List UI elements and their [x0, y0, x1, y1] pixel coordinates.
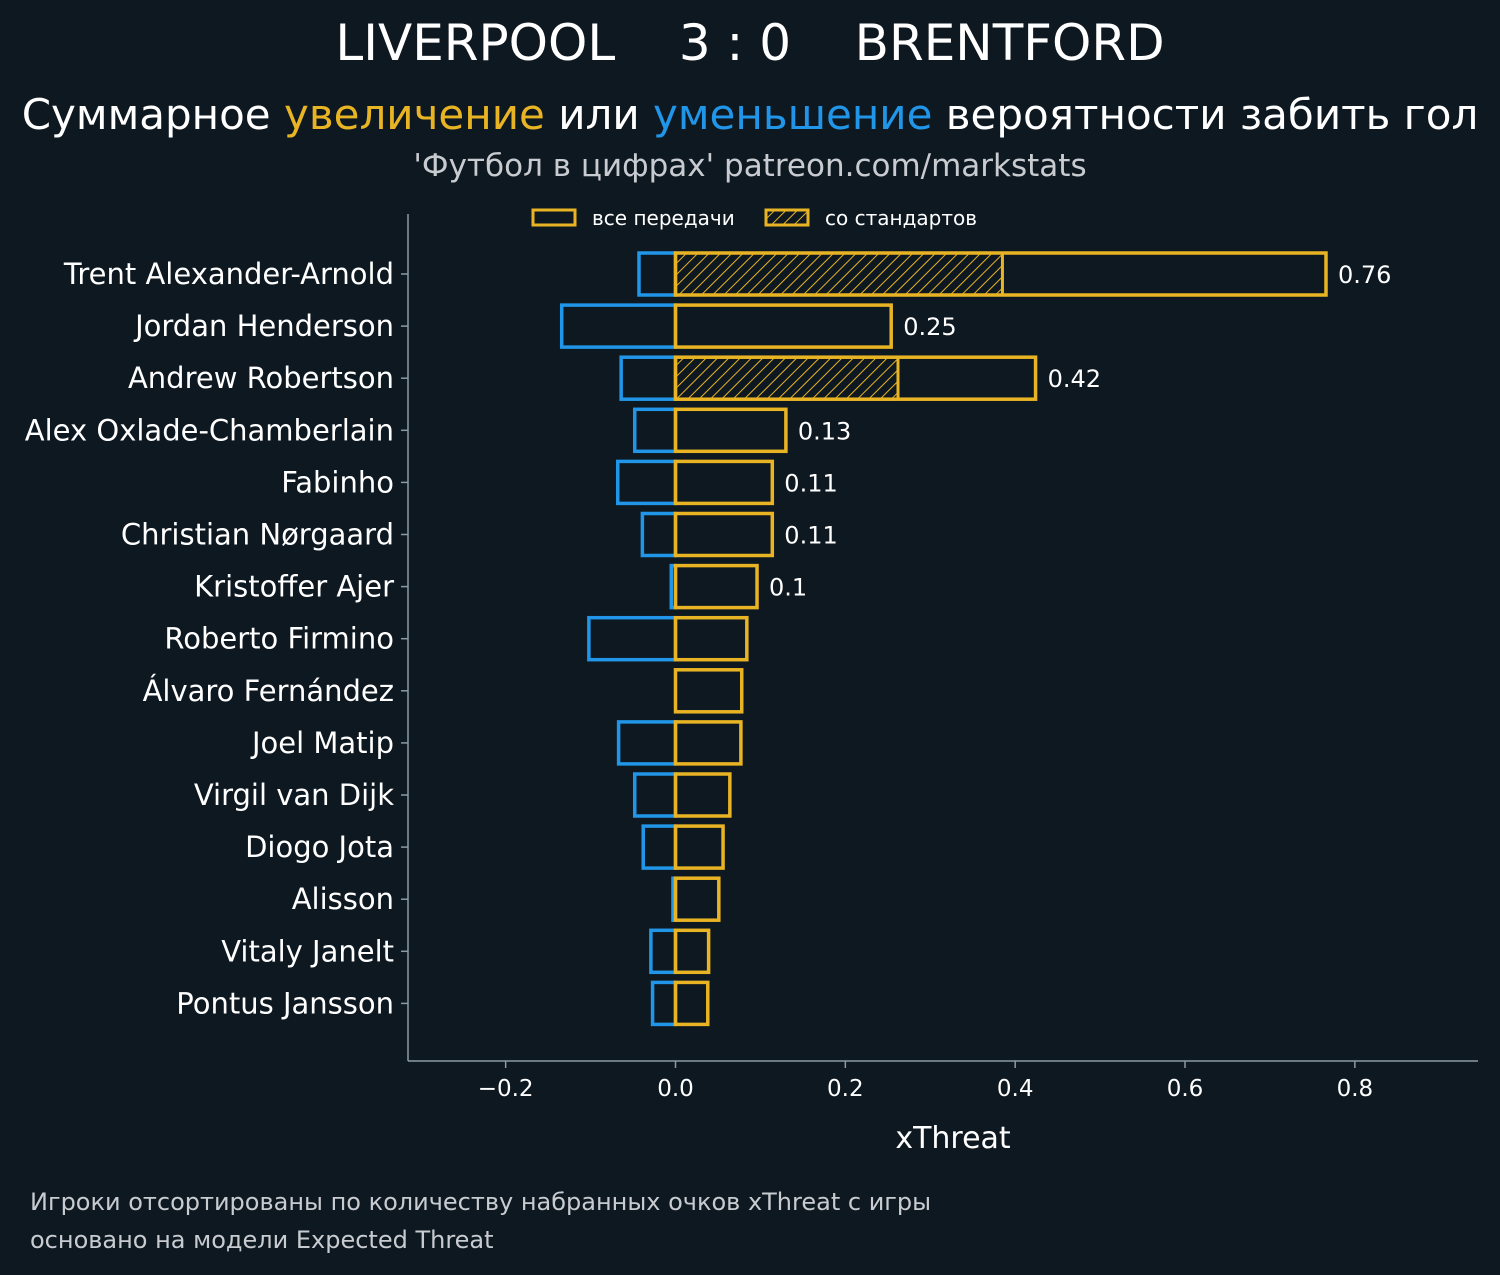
positive-bar	[673, 251, 1328, 297]
source-credit: 'Футбол в цифрах' patreon.com/markstats	[413, 148, 1087, 184]
value-label: 0.11	[784, 469, 837, 497]
negative-bar	[616, 459, 678, 506]
positive-bar	[673, 980, 710, 1027]
positive-bar	[673, 407, 788, 454]
category-label: Diogo Jota	[245, 830, 394, 864]
positive-bar	[673, 668, 744, 714]
footnote-model: основано на модели Expected Threat	[30, 1226, 494, 1254]
positive-bar	[673, 511, 775, 558]
value-label: 0.76	[1338, 261, 1391, 289]
footnote-sorting: Игроки отсортированы по количеству набра…	[30, 1188, 932, 1216]
negative-bar	[640, 511, 678, 558]
category-label: Kristoffer Ajer	[194, 570, 394, 604]
category-label: Alex Oxlade-Chamberlain	[25, 413, 394, 447]
x-axis-label: xThreat	[895, 1121, 1011, 1156]
bars-layer: 0.76 0.25 0.42 0.13 0.11 0.11 0.1	[559, 251, 1391, 1027]
positive-bar	[673, 928, 711, 975]
x-tick-label: 0.2	[827, 1076, 864, 1102]
negative-bar	[632, 772, 678, 818]
category-label: Pontus Jansson	[176, 986, 394, 1020]
positive-bar	[673, 876, 721, 922]
value-label: 0.11	[784, 522, 837, 550]
negative-bar	[559, 303, 678, 349]
positive-bar	[673, 720, 743, 766]
subtitle-part-3: или	[544, 90, 653, 139]
negative-bar	[641, 824, 678, 870]
category-label: Trent Alexander-Arnold	[63, 257, 394, 291]
negative-bar	[650, 980, 678, 1027]
negative-bar	[649, 928, 678, 975]
x-tick-label: 0.4	[997, 1076, 1034, 1102]
legend: все передачи со стандартов	[531, 206, 977, 230]
x-tick-label: −0.2	[478, 1076, 534, 1102]
value-label: 0.13	[798, 417, 851, 445]
negative-bar	[587, 615, 678, 662]
category-label: Andrew Robertson	[128, 361, 394, 395]
negative-bar	[632, 407, 678, 454]
x-tick-label: 0.6	[1167, 1076, 1204, 1102]
positive-bar	[673, 355, 1038, 401]
category-label: Virgil van Dijk	[194, 778, 394, 812]
positive-bar	[673, 303, 893, 349]
category-label: Jordan Henderson	[133, 309, 394, 343]
value-label: 0.1	[769, 574, 807, 602]
positive-bar	[673, 615, 749, 662]
legend-label-all-passes: все передачи	[592, 206, 735, 230]
page-title: LIVERPOOL 3 : 0 BRENTFORD	[335, 14, 1165, 72]
value-label: 0.25	[903, 313, 956, 341]
subtitle-part-1: Суммарное	[21, 90, 284, 139]
setpiece-bar	[674, 355, 900, 401]
axes-layer: Trent Alexander-Arnold Jordan Henderson An…	[25, 214, 1478, 1156]
category-label: Roberto Firmino	[164, 622, 394, 656]
category-label: Fabinho	[281, 465, 394, 499]
subtitle-increase-word: увеличение	[284, 90, 545, 139]
positive-bar	[673, 459, 775, 506]
category-label: Álvaro Fernández	[143, 674, 394, 708]
category-label: Joel Matip	[250, 726, 394, 760]
subtitle-decrease-word: уменьшение	[652, 90, 933, 139]
category-label: Vitaly Janelt	[221, 934, 394, 968]
negative-bar	[619, 355, 678, 401]
negative-bar	[637, 251, 678, 297]
x-tick-label: 0.8	[1337, 1076, 1374, 1102]
setpiece-bar	[674, 251, 1004, 297]
positive-bar	[673, 563, 759, 610]
category-label: Christian Nørgaard	[121, 518, 394, 552]
chart-subtitle: Суммарное увеличение или уменьшение веро…	[0, 90, 1500, 139]
positive-bar	[673, 824, 725, 870]
value-label: 0.42	[1048, 365, 1101, 393]
subtitle-part-5: вероятности забить гол	[932, 90, 1479, 139]
legend-label-set-pieces: со стандартов	[825, 206, 977, 230]
x-tick-label: 0.0	[657, 1076, 694, 1102]
positive-bar	[673, 772, 732, 818]
legend-swatch-all-passes	[531, 208, 577, 227]
legend-swatch-set-pieces	[764, 208, 810, 227]
negative-bar	[616, 720, 678, 766]
category-label: Alisson	[292, 882, 394, 916]
